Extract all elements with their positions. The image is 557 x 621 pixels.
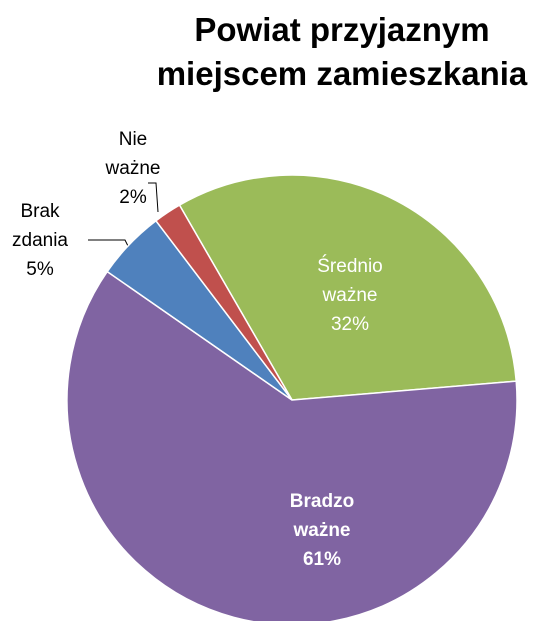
- value-label: 61%: [302, 548, 342, 570]
- slice-label: Brak zdania 5%: [0, 197, 90, 284]
- category-label: Średnio ważne: [317, 255, 383, 306]
- value-label: 32%: [330, 313, 370, 335]
- chart-title: Powiat przyjaznym miejscem zamieszkania: [156, 11, 528, 92]
- pie-slice: [66, 270, 518, 621]
- value-label: 2%: [119, 186, 147, 208]
- category-label: Nie ważne: [105, 128, 161, 179]
- slice-label: Bradzo ważne 61%: [272, 487, 372, 574]
- pie-slice: [154, 204, 293, 401]
- value-label: 5%: [26, 258, 54, 280]
- slice-label: Średnio ważne 32%: [300, 252, 400, 339]
- category-label: Bradzo ważne: [289, 490, 355, 541]
- slice-label: Nie ważne 2%: [83, 125, 183, 212]
- leader-line: [148, 182, 159, 213]
- category-label: Brak zdania: [12, 200, 68, 251]
- leader-line: [88, 239, 129, 247]
- pie-slice: [178, 174, 518, 401]
